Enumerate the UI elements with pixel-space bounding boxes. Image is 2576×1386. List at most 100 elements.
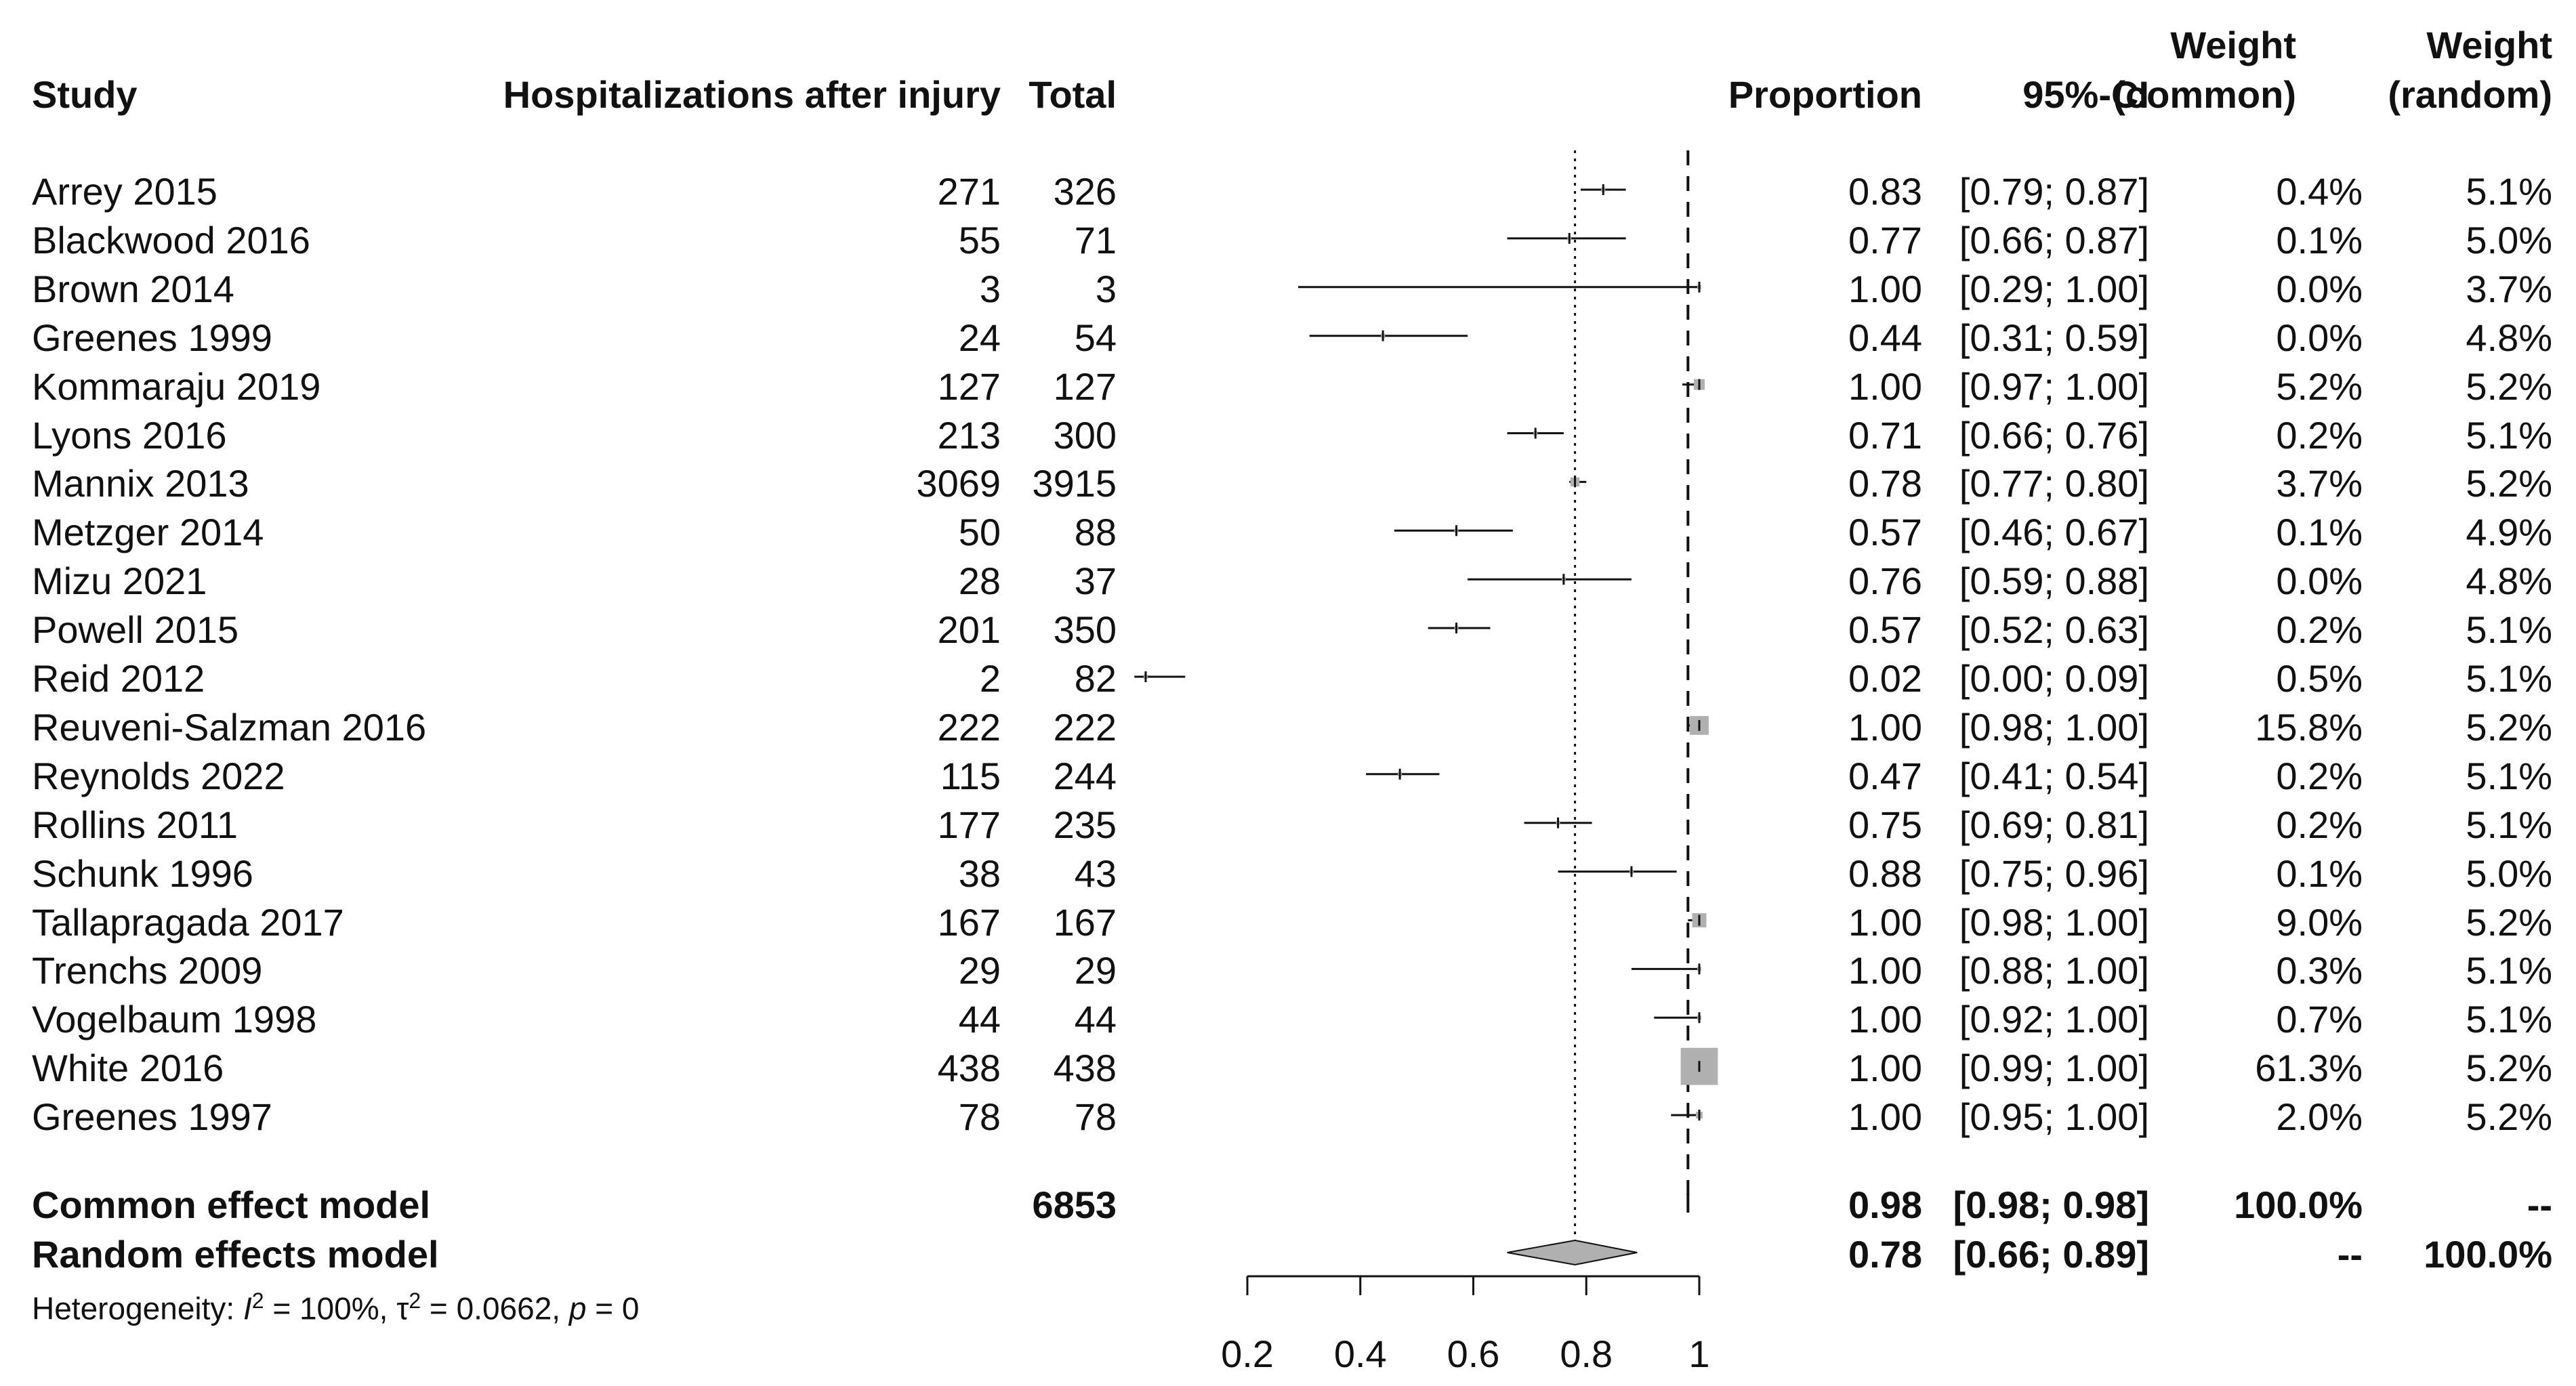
header-proportion: Proportion bbox=[1728, 73, 1922, 116]
weight-common-value: 5.2% bbox=[2276, 365, 2363, 408]
het-tau-sup: 2 bbox=[409, 1288, 421, 1313]
ci-value: [0.88; 1.00] bbox=[1959, 949, 2149, 992]
axis-tick-label: 0.2 bbox=[1221, 1332, 1274, 1375]
ci-value: [0.66; 0.87] bbox=[1959, 219, 2149, 261]
weight-random-value: 5.0% bbox=[2466, 219, 2552, 261]
study-name: Rollins 2011 bbox=[32, 803, 238, 846]
events-value: 2 bbox=[979, 657, 1001, 700]
events-value: 222 bbox=[937, 706, 1001, 749]
header-total: Total bbox=[1029, 73, 1117, 116]
study-marks bbox=[1134, 184, 1718, 1121]
events-value: 271 bbox=[937, 170, 1001, 213]
study-mark bbox=[1366, 768, 1440, 780]
weight-random-value: 5.2% bbox=[2466, 462, 2552, 505]
study-name: Arrey 2015 bbox=[32, 170, 217, 213]
summary-marks bbox=[1507, 1194, 1690, 1266]
events-value: 29 bbox=[958, 949, 1001, 992]
total-value: 167 bbox=[1053, 901, 1117, 944]
weight-random-value: 5.1% bbox=[2466, 608, 2552, 651]
proportion-value: 0.88 bbox=[1848, 852, 1922, 895]
study-name: White 2016 bbox=[32, 1047, 224, 1089]
common-weight-random: -- bbox=[2527, 1183, 2552, 1226]
total-value: 88 bbox=[1074, 511, 1117, 553]
random-proportion: 0.78 bbox=[1848, 1233, 1922, 1276]
study-name: Schunk 1996 bbox=[32, 852, 253, 895]
study-mark bbox=[1680, 1047, 1718, 1085]
random-effects-diamond bbox=[1507, 1239, 1638, 1266]
total-value: 3915 bbox=[1032, 462, 1117, 505]
weight-common-value: 0.5% bbox=[2276, 657, 2363, 700]
weight-common-value: 0.2% bbox=[2276, 755, 2363, 797]
proportion-value: 1.00 bbox=[1848, 949, 1922, 992]
study-name: Greenes 1997 bbox=[32, 1095, 272, 1138]
total-value: 438 bbox=[1053, 1047, 1117, 1089]
weight-common-value: 61.3% bbox=[2255, 1047, 2363, 1089]
study-mark bbox=[1569, 476, 1587, 488]
weight-random-value: 5.2% bbox=[2466, 365, 2552, 408]
ci-value: [0.75; 0.96] bbox=[1959, 852, 2149, 895]
events-value: 201 bbox=[937, 608, 1001, 651]
total-value: 37 bbox=[1074, 560, 1117, 602]
proportion-value: 1.00 bbox=[1848, 998, 1922, 1041]
events-value: 78 bbox=[958, 1095, 1001, 1138]
proportion-value: 0.76 bbox=[1848, 560, 1922, 602]
random-ci: [0.66; 0.89] bbox=[1953, 1233, 2150, 1276]
random-weight-common: -- bbox=[2337, 1233, 2363, 1276]
proportion-value: 0.47 bbox=[1848, 755, 1922, 797]
study-mark bbox=[1394, 525, 1513, 537]
ci-value: [0.29; 1.00] bbox=[1959, 268, 2149, 310]
events-value: 55 bbox=[958, 219, 1001, 261]
header-ci: 95%-CI bbox=[2022, 73, 2149, 116]
ci-value: [0.97; 1.00] bbox=[1959, 365, 2149, 408]
random-weight-random: 100.0% bbox=[2424, 1233, 2552, 1276]
weight-common-value: 0.0% bbox=[2276, 316, 2363, 359]
events-value: 127 bbox=[937, 365, 1001, 408]
weight-random-value: 5.1% bbox=[2466, 755, 2552, 797]
proportion-value: 0.83 bbox=[1848, 170, 1922, 213]
study-name: Reid 2012 bbox=[32, 657, 205, 700]
study-mark bbox=[1134, 671, 1186, 682]
weight-random-value: 3.7% bbox=[2466, 268, 2552, 310]
total-value: 3 bbox=[1095, 268, 1117, 310]
weight-random-value: 5.2% bbox=[2466, 1047, 2552, 1089]
weight-common-value: 2.0% bbox=[2276, 1095, 2363, 1138]
ci-value: [0.41; 0.54] bbox=[1959, 755, 2149, 797]
events-value: 38 bbox=[958, 852, 1001, 895]
random-label: Random effects model bbox=[32, 1233, 439, 1276]
study-mark bbox=[1507, 427, 1564, 439]
study-mark bbox=[1507, 232, 1626, 244]
ci-value: [0.46; 0.67] bbox=[1959, 511, 2149, 553]
events-value: 50 bbox=[958, 511, 1001, 553]
total-value: 222 bbox=[1053, 706, 1117, 749]
weight-random-value: 5.2% bbox=[2466, 1095, 2552, 1138]
proportion-value: 0.71 bbox=[1848, 414, 1922, 457]
total-value: 244 bbox=[1053, 755, 1117, 797]
study-name: Trenchs 2009 bbox=[32, 949, 263, 992]
study-name: Mizu 2021 bbox=[32, 560, 207, 602]
common-ci: [0.98; 0.98] bbox=[1953, 1183, 2150, 1226]
total-value: 29 bbox=[1074, 949, 1117, 992]
weight-random-value: 4.9% bbox=[2466, 511, 2552, 553]
axis-tick-label: 0.8 bbox=[1560, 1332, 1613, 1375]
ci-value: [0.69; 0.81] bbox=[1959, 803, 2149, 846]
weight-common-value: 9.0% bbox=[2276, 901, 2363, 944]
weight-common-value: 0.3% bbox=[2276, 949, 2363, 992]
common-label: Common effect model bbox=[32, 1183, 431, 1226]
ci-value: [0.31; 0.59] bbox=[1959, 316, 2149, 359]
ci-value: [0.66; 0.76] bbox=[1959, 414, 2149, 457]
weight-common-value: 3.7% bbox=[2276, 462, 2363, 505]
proportion-value: 1.00 bbox=[1848, 1047, 1922, 1089]
het-i2-value: = 100%, bbox=[264, 1290, 397, 1326]
weight-common-value: 0.7% bbox=[2276, 998, 2363, 1041]
weight-random-value: 5.2% bbox=[2466, 901, 2552, 944]
study-mark bbox=[1468, 574, 1632, 585]
study-name: Mannix 2013 bbox=[32, 462, 249, 505]
proportion-value: 1.00 bbox=[1848, 706, 1922, 749]
events-value: 3 bbox=[979, 268, 1001, 310]
total-value: 43 bbox=[1074, 852, 1117, 895]
axis-tick-label: 0.6 bbox=[1447, 1332, 1500, 1375]
weight-random-value: 5.0% bbox=[2466, 852, 2552, 895]
weight-common-value: 0.2% bbox=[2276, 414, 2363, 457]
ci-value: [0.00; 0.09] bbox=[1959, 657, 2149, 700]
